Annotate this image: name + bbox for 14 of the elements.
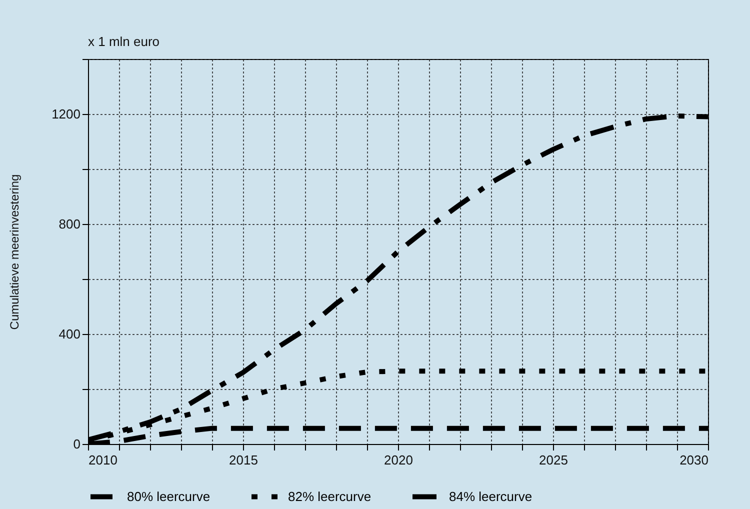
y-tick-label: 800	[58, 216, 80, 232]
x-tick-label: 2010	[88, 452, 118, 468]
y-tick-label: 1200	[52, 106, 80, 122]
text: x 1 mln euro	[88, 34, 160, 49]
x-tick-label: 2020	[384, 452, 413, 468]
y-tick-label: 400	[58, 326, 80, 342]
legend-label: 80% leercurve	[127, 488, 210, 504]
x-tick-label: 2030	[680, 452, 708, 468]
y-axis-title: Cumulatieve meerinvestering	[8, 174, 22, 330]
x-tick-label: 2015	[229, 452, 258, 468]
legend-label: 82% leercurve	[288, 488, 372, 504]
legend-label: 84% leercurve	[449, 488, 532, 504]
y-tick-label: 0	[73, 436, 80, 452]
x-tick-label: 2025	[539, 452, 568, 468]
